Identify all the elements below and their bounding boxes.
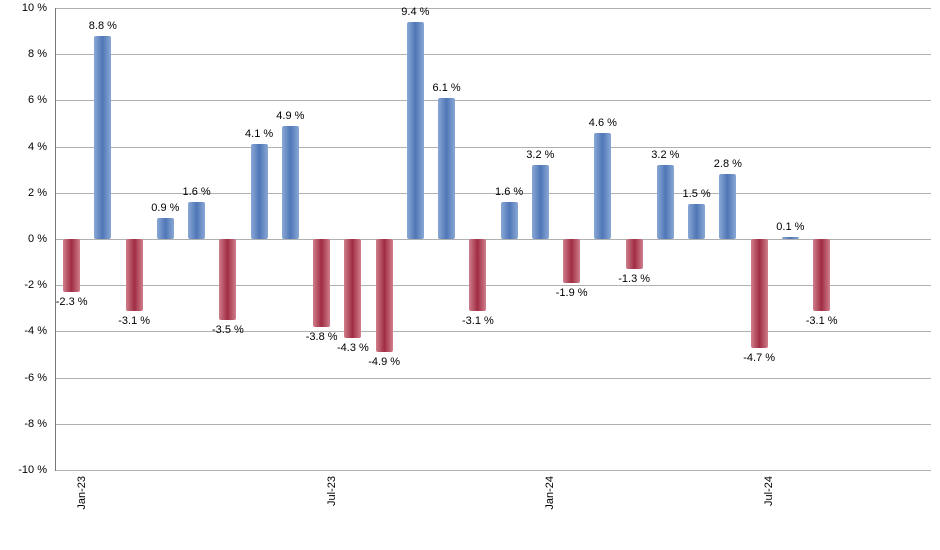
bar: 9.4 % [407, 8, 424, 470]
bar: -3.1 % [813, 8, 830, 470]
bar-rect [313, 239, 330, 327]
bar-value-label: -2.3 % [56, 296, 88, 308]
bar-rect [188, 202, 205, 239]
gridline [56, 470, 931, 471]
bar-rect [219, 239, 236, 320]
bar-value-label: 1.6 % [183, 186, 211, 198]
bar: 0.1 % [782, 8, 799, 470]
bar-value-label: 1.5 % [683, 188, 711, 200]
y-tick-label: 0 % [0, 233, 47, 245]
bar: 1.6 % [188, 8, 205, 470]
bar: -1.3 % [626, 8, 643, 470]
y-tick-label: -4 % [0, 325, 47, 337]
bar-value-label: 1.6 % [495, 186, 523, 198]
bar-rect [563, 239, 580, 283]
bar-rect [594, 133, 611, 239]
x-tick-label: Jan-24 [544, 476, 556, 510]
bar-value-label: 9.4 % [401, 6, 429, 18]
bar-value-label: 8.8 % [89, 20, 117, 32]
bar-value-label: -4.9 % [368, 356, 400, 368]
y-tick-label: 6 % [0, 94, 47, 106]
y-tick-label: 4 % [0, 141, 47, 153]
bar-rect [813, 239, 830, 311]
bar-value-label: -3.1 % [462, 315, 494, 327]
bar: 1.5 % [688, 8, 705, 470]
bar-value-label: 3.2 % [526, 149, 554, 161]
bar-value-label: -4.3 % [337, 342, 369, 354]
bar-rect [94, 36, 111, 239]
bar: -3.1 % [126, 8, 143, 470]
bar-value-label: 0.9 % [151, 202, 179, 214]
bar-value-label: -4.7 % [743, 352, 775, 364]
bar-rect [532, 165, 549, 239]
bar: -1.9 % [563, 8, 580, 470]
bar: 2.8 % [719, 8, 736, 470]
bar-rect [157, 218, 174, 239]
bar: -4.9 % [376, 8, 393, 470]
bar-value-label: -3.8 % [306, 331, 338, 343]
bar-value-label: 6.1 % [433, 82, 461, 94]
bar-rect [282, 126, 299, 239]
y-tick-label: 2 % [0, 187, 47, 199]
bar-value-label: 4.1 % [245, 128, 273, 140]
bar-value-label: -3.1 % [806, 315, 838, 327]
y-tick-label: 8 % [0, 48, 47, 60]
bar-value-label: -3.1 % [118, 315, 150, 327]
bar-rect [719, 174, 736, 239]
y-tick-label: 10 % [0, 2, 47, 14]
bar: -3.5 % [219, 8, 236, 470]
bar-value-label: 0.1 % [776, 221, 804, 233]
x-tick-label: Jul-23 [326, 476, 338, 506]
bar-rect [782, 237, 799, 239]
bar: 4.6 % [594, 8, 611, 470]
bar-value-label: 4.9 % [276, 110, 304, 122]
bar-rect [438, 98, 455, 239]
bar-rect [469, 239, 486, 311]
bar-value-label: -1.3 % [618, 273, 650, 285]
bar-rect [251, 144, 268, 239]
bar: 4.9 % [282, 8, 299, 470]
x-tick-label: Jan-23 [76, 476, 88, 510]
bar-rect [407, 22, 424, 239]
bar: 6.1 % [438, 8, 455, 470]
plot-area: -2.3 %8.8 %-3.1 %0.9 %1.6 %-3.5 %4.1 %4.… [55, 8, 931, 471]
bar: 8.8 % [94, 8, 111, 470]
bar: 4.1 % [251, 8, 268, 470]
y-tick-label: -10 % [0, 464, 47, 476]
bar-value-label: -3.5 % [212, 324, 244, 336]
y-tick-label: -2 % [0, 279, 47, 291]
bar: 0.9 % [157, 8, 174, 470]
bar-rect [376, 239, 393, 352]
bar-rect [657, 165, 674, 239]
bar-rect [126, 239, 143, 311]
bar-rect [688, 204, 705, 239]
bar: 3.2 % [532, 8, 549, 470]
bar-rect [751, 239, 768, 348]
bar-rect [63, 239, 80, 292]
bar: 3.2 % [657, 8, 674, 470]
bar-value-label: 4.6 % [589, 117, 617, 129]
bar: -2.3 % [63, 8, 80, 470]
x-tick-label: Jul-24 [763, 476, 775, 506]
bar: -4.3 % [344, 8, 361, 470]
bar-rect [501, 202, 518, 239]
bar-value-label: 3.2 % [651, 149, 679, 161]
bar-value-label: 2.8 % [714, 158, 742, 170]
y-tick-label: -8 % [0, 418, 47, 430]
bar-rect [344, 239, 361, 338]
y-tick-label: -6 % [0, 372, 47, 384]
bar: -4.7 % [751, 8, 768, 470]
bar-chart: -2.3 %8.8 %-3.1 %0.9 %1.6 %-3.5 %4.1 %4.… [0, 0, 940, 550]
bar-rect [626, 239, 643, 269]
bar-value-label: -1.9 % [556, 287, 588, 299]
bar: 1.6 % [501, 8, 518, 470]
bar: -3.8 % [313, 8, 330, 470]
bar: -3.1 % [469, 8, 486, 470]
